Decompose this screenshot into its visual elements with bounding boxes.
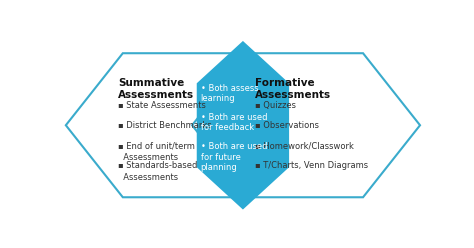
Text: ▪ District Benchmarks: ▪ District Benchmarks [118, 121, 212, 130]
Text: • Both assess
learning: • Both assess learning [201, 84, 258, 103]
Polygon shape [198, 42, 288, 208]
Text: ▪ T/Charts, Venn Diagrams: ▪ T/Charts, Venn Diagrams [255, 161, 368, 170]
Text: ▪ Observations: ▪ Observations [255, 121, 319, 130]
Text: ▪ Homework/Classwork: ▪ Homework/Classwork [255, 141, 354, 150]
Text: ▪ Quizzes: ▪ Quizzes [255, 101, 296, 110]
Text: • Both are used
for future
planning: • Both are used for future planning [201, 142, 267, 172]
Text: ▪ End of unit/term
  Assessments: ▪ End of unit/term Assessments [118, 141, 195, 161]
Text: Formative
Assessments: Formative Assessments [255, 78, 331, 100]
Text: ▪ State Assessments: ▪ State Assessments [118, 101, 206, 110]
Text: ▪ Standards-based
  Assessments: ▪ Standards-based Assessments [118, 161, 198, 182]
Polygon shape [192, 53, 420, 197]
Polygon shape [66, 53, 294, 197]
Text: Summative
Assessments: Summative Assessments [118, 78, 194, 100]
Text: • Both are used
for feedback: • Both are used for feedback [201, 113, 267, 132]
